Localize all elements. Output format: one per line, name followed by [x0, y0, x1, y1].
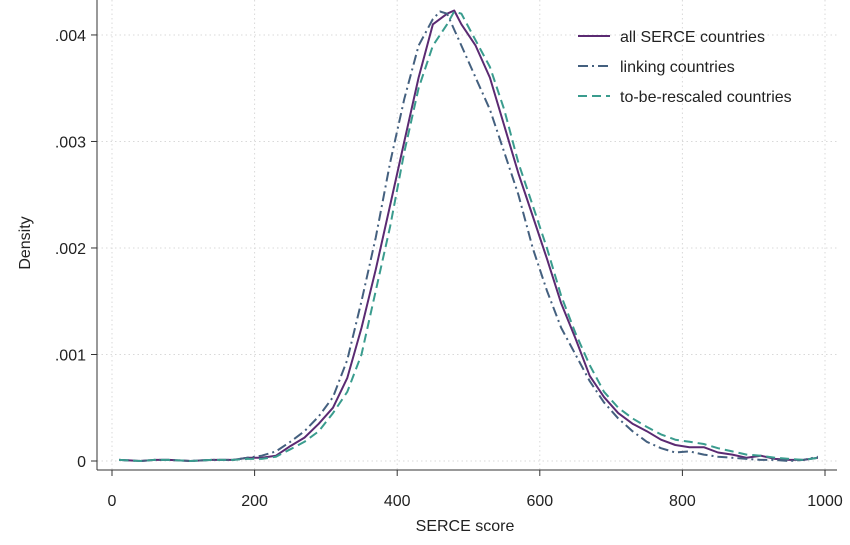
x-tick-label: 200: [241, 493, 268, 510]
y-axis-title: Density: [17, 216, 34, 269]
x-tick-label: 400: [384, 493, 411, 510]
series-line-2: [119, 10, 819, 462]
x-axis-title: SERCE score: [416, 518, 515, 535]
legend-label-2: linking countries: [620, 59, 735, 76]
y-tick-label: .002: [55, 241, 86, 258]
x-tick-labels: 0 200 400 600 800 1000: [108, 493, 843, 510]
plot-area: [97, 0, 837, 470]
y-tick-label: .004: [55, 28, 86, 45]
series-line-1: [119, 9, 819, 462]
x-tick-label: 0: [108, 493, 117, 510]
x-tick-label: 600: [526, 493, 553, 510]
legend-label-1: all SERCE countries: [620, 29, 765, 46]
y-tick-label: 0: [77, 454, 86, 471]
series-line-3: [119, 10, 819, 462]
legend: all SERCE countries linking countries to-b…: [578, 29, 792, 106]
x-tick-label: 800: [669, 493, 696, 510]
y-tick-labels: 0 .001 .002 .003 .004: [55, 28, 86, 471]
y-tick-label: .001: [55, 347, 86, 364]
y-tick-label: .003: [55, 134, 86, 151]
x-tick-label: 1000: [807, 493, 843, 510]
axes: [91, 0, 837, 476]
legend-label-3: to-be-rescaled countries: [620, 89, 792, 106]
series-lines: [119, 9, 819, 462]
